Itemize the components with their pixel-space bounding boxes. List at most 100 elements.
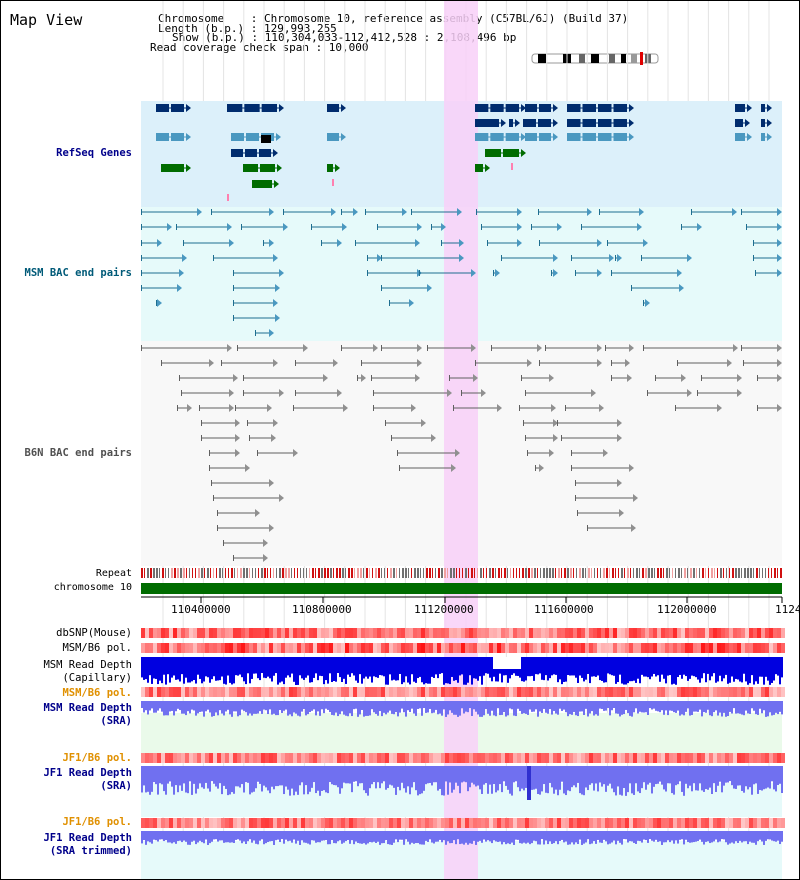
- gene-exon: [735, 104, 745, 112]
- repeat-element: [159, 568, 160, 578]
- heatmap-cell: [409, 753, 413, 763]
- track-label-chromosome[interactable]: chromosome 10: [53, 582, 132, 593]
- heatmap-cell: [529, 687, 533, 697]
- read-depth-bar: [741, 766, 743, 791]
- read-depth-bar: [633, 831, 635, 843]
- read-depth-bar: [179, 766, 181, 786]
- read-depth-bar: [559, 766, 561, 790]
- read-depth-bar: [573, 831, 575, 845]
- track-label-jf1-b6-pol[interactable]: JF1/B6 pol.: [62, 752, 132, 764]
- chromosome-ideogram[interactable]: [531, 52, 659, 65]
- read-depth-bar: [461, 766, 463, 783]
- read-depth-bar: [671, 766, 673, 794]
- read-depth-bar: [591, 831, 593, 844]
- msm-bac-layer[interactable]: [141, 208, 782, 337]
- heatmap-cell: [233, 628, 237, 638]
- heatmap-cell: [681, 628, 685, 638]
- track-label-msm-read-depth-sra[interactable]: MSM Read Depth: [43, 702, 132, 714]
- read-depth-bar: [351, 657, 353, 674]
- heatmap-cell: [293, 687, 297, 697]
- read-depth-bar: [333, 657, 335, 681]
- heatmap-cell: [669, 818, 673, 828]
- selected-region-highlight[interactable]: [444, 1, 478, 879]
- read-depth-bar: [629, 766, 631, 784]
- track-label-jf1-b6-pol-2[interactable]: JF1/B6 pol.: [62, 816, 132, 828]
- read-depth-bar: [527, 701, 529, 715]
- heatmap-cell: [493, 818, 497, 828]
- heatmap-cell: [389, 628, 393, 638]
- read-depth-bar: [457, 766, 459, 786]
- heatmap-cell: [637, 643, 641, 653]
- repeat-element: [348, 568, 350, 578]
- read-depth-bar: [323, 701, 325, 714]
- read-depth-bar: [453, 701, 455, 715]
- gene-exon: [523, 119, 536, 127]
- heatmap-cell: [521, 643, 525, 653]
- repeat-element: [378, 568, 380, 578]
- read-depth-bar: [407, 831, 409, 842]
- heatmap-cell: [777, 643, 781, 653]
- read-depth-bar: [375, 701, 377, 714]
- repeat-element: [519, 568, 520, 578]
- read-depth-bar: [457, 701, 459, 717]
- track-label-jf1-read-depth-trimmed[interactable]: JF1 Read Depth: [43, 832, 132, 844]
- heatmap-cell: [261, 687, 265, 697]
- read-depth-bar: [649, 657, 651, 680]
- read-depth-bar: [613, 766, 615, 793]
- read-depth-bar: [313, 831, 315, 841]
- refseq-genes-layer[interactable]: [156, 104, 772, 201]
- read-depth-bar: [599, 831, 601, 843]
- read-depth-bar: [225, 701, 227, 712]
- bac-end-arrow: [269, 208, 274, 216]
- track-label-msm-b6-pol-sra[interactable]: MSM/B6 pol.: [62, 687, 132, 699]
- track-label-msm-read-depth-cap[interactable]: MSM Read Depth: [43, 659, 132, 671]
- track-label-b6n-bac[interactable]: B6N BAC end pairs: [24, 447, 132, 459]
- length-info: Length (b.p.) : 129,993,255: [158, 22, 337, 35]
- repeat-element: [768, 568, 769, 578]
- track-label-jf1-read-depth-sra[interactable]: JF1 Read Depth: [43, 767, 132, 779]
- heatmap-cell: [317, 687, 321, 697]
- read-depth-bar: [315, 831, 317, 843]
- read-depth-bar: [627, 766, 629, 793]
- read-depth-bar: [241, 831, 243, 844]
- bac-end: [491, 345, 492, 351]
- bac-end: [577, 510, 578, 516]
- read-depth-bar: [597, 657, 599, 676]
- heatmap-cell: [525, 643, 529, 653]
- b6n-bac-layer[interactable]: [141, 344, 782, 562]
- bac-end-arrow: [551, 404, 556, 412]
- bac-end: [631, 285, 632, 291]
- bac-end-arrow: [157, 299, 162, 307]
- read-depth-bar: [479, 766, 481, 790]
- heatmap-cell: [605, 628, 609, 638]
- heatmap-cell: [273, 628, 277, 638]
- track-label-dbsnp[interactable]: dbSNP(Mouse): [56, 627, 132, 639]
- read-depth-bar: [165, 701, 167, 716]
- read-depth-bar: [265, 831, 267, 844]
- repeat-element: [708, 568, 709, 578]
- heatmap-cell: [265, 643, 269, 653]
- read-depth-bar: [483, 766, 485, 785]
- read-depth-bar: [347, 701, 349, 717]
- track-label-msm-bac[interactable]: MSM BAC end pairs: [24, 267, 132, 279]
- track-label-repeat[interactable]: Repeat: [95, 568, 132, 579]
- read-depth-bar: [635, 831, 637, 844]
- track-label-msm-b6-pol[interactable]: MSM/B6 pol.: [62, 642, 132, 654]
- read-depth-bar: [471, 766, 473, 783]
- bac-end-arrow: [681, 374, 686, 382]
- heatmap-cell: [477, 818, 481, 828]
- read-depth-bar: [331, 701, 333, 715]
- track-label-refseq[interactable]: RefSeq Genes: [56, 147, 132, 159]
- read-depth-bar: [219, 766, 221, 784]
- heatmap-cell: [249, 643, 253, 653]
- read-depth-bar: [603, 701, 605, 711]
- heatmap-cell: [725, 643, 729, 653]
- heatmap-cell: [321, 643, 325, 653]
- heatmap-cell: [605, 818, 609, 828]
- heatmap-cell: [761, 687, 765, 697]
- heatmap-cell: [277, 818, 281, 828]
- heatmap-cell: [145, 643, 149, 653]
- view-title: Map View: [10, 11, 83, 29]
- read-depth-bar: [443, 701, 445, 710]
